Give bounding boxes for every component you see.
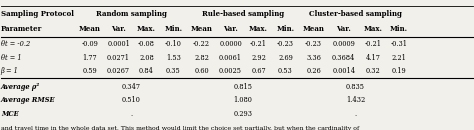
Text: Mean: Mean: [79, 25, 100, 33]
Text: 0.510: 0.510: [122, 96, 141, 104]
Text: Var.: Var.: [337, 25, 351, 33]
Text: 0.26: 0.26: [306, 67, 321, 75]
Text: Mean: Mean: [302, 25, 325, 33]
Text: Max.: Max.: [137, 25, 156, 33]
Text: 0.0000: 0.0000: [219, 40, 242, 48]
Text: 0.3684: 0.3684: [332, 54, 356, 62]
Text: 0.60: 0.60: [194, 67, 209, 75]
Text: 4.17: 4.17: [365, 54, 380, 62]
Text: Min.: Min.: [276, 25, 294, 33]
Text: 1.53: 1.53: [166, 54, 181, 62]
Text: Average RMSE: Average RMSE: [0, 96, 55, 104]
Text: -0.21: -0.21: [250, 40, 267, 48]
Text: 0.67: 0.67: [251, 67, 266, 75]
Text: 0.0001: 0.0001: [107, 40, 130, 48]
Text: Random sampling: Random sampling: [96, 10, 166, 18]
Text: Parameter: Parameter: [0, 25, 42, 33]
Text: Min.: Min.: [164, 25, 182, 33]
Text: β = 1: β = 1: [0, 67, 18, 75]
Text: 0.0025: 0.0025: [219, 67, 242, 75]
Text: Rule-based sampling: Rule-based sampling: [202, 10, 284, 18]
Text: -0.22: -0.22: [193, 40, 210, 48]
Text: -0.09: -0.09: [82, 40, 98, 48]
Text: 0.0267: 0.0267: [107, 67, 130, 75]
Text: -0.23: -0.23: [305, 40, 322, 48]
Text: 0.53: 0.53: [278, 67, 293, 75]
Text: 0.0271: 0.0271: [107, 54, 130, 62]
Text: θt = -0.2: θt = -0.2: [0, 40, 30, 48]
Text: -0.21: -0.21: [365, 40, 382, 48]
Text: 0.0014: 0.0014: [332, 67, 356, 75]
Text: .: .: [355, 110, 356, 118]
Text: Sampling Protocol: Sampling Protocol: [0, 10, 73, 18]
Text: 0.347: 0.347: [122, 83, 141, 91]
Text: 0.0009: 0.0009: [332, 40, 355, 48]
Text: and travel time in the whole data set. This method would limit the choice set pa: and travel time in the whole data set. T…: [0, 126, 359, 130]
Text: 0.293: 0.293: [233, 110, 253, 118]
Text: -0.23: -0.23: [277, 40, 294, 48]
Text: θt = 1: θt = 1: [0, 54, 21, 62]
Text: 0.0061: 0.0061: [219, 54, 242, 62]
Text: Average ρ²: Average ρ²: [0, 83, 40, 91]
Text: Max.: Max.: [249, 25, 268, 33]
Text: Var.: Var.: [223, 25, 238, 33]
Text: 0.19: 0.19: [392, 67, 407, 75]
Text: -0.08: -0.08: [138, 40, 155, 48]
Text: 2.08: 2.08: [139, 54, 154, 62]
Text: 0.815: 0.815: [233, 83, 253, 91]
Text: 1.77: 1.77: [82, 54, 97, 62]
Text: 2.92: 2.92: [251, 54, 266, 62]
Text: .: .: [130, 110, 132, 118]
Text: 0.35: 0.35: [166, 67, 181, 75]
Text: -0.31: -0.31: [391, 40, 408, 48]
Text: 2.69: 2.69: [278, 54, 293, 62]
Text: 0.32: 0.32: [365, 67, 380, 75]
Text: Max.: Max.: [364, 25, 383, 33]
Text: Var.: Var.: [111, 25, 126, 33]
Text: 0.835: 0.835: [346, 83, 365, 91]
Text: 0.59: 0.59: [82, 67, 97, 75]
Text: MCE: MCE: [0, 110, 18, 118]
Text: Mean: Mean: [191, 25, 212, 33]
Text: Min.: Min.: [390, 25, 408, 33]
Text: 2.21: 2.21: [392, 54, 407, 62]
Text: 1.432: 1.432: [346, 96, 365, 104]
Text: Cluster-based sampling: Cluster-based sampling: [309, 10, 402, 18]
Text: 1.080: 1.080: [234, 96, 252, 104]
Text: 0.84: 0.84: [139, 67, 154, 75]
Text: 2.82: 2.82: [194, 54, 209, 62]
Text: 3.36: 3.36: [306, 54, 321, 62]
Text: -0.10: -0.10: [165, 40, 182, 48]
